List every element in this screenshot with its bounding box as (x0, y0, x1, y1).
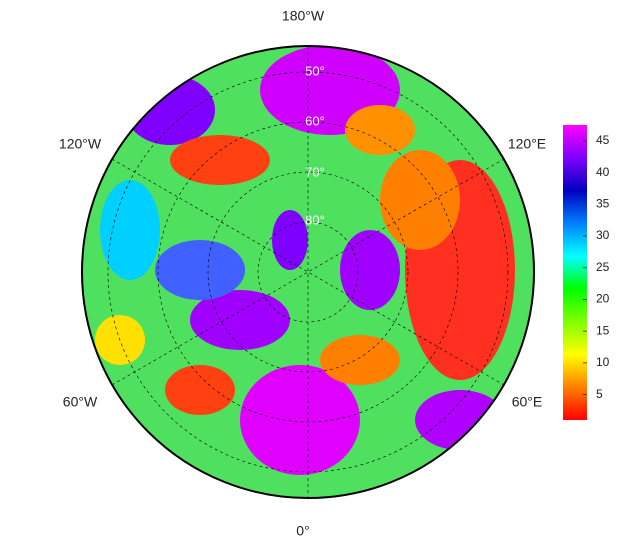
longitude-label: 60°E (512, 394, 543, 410)
colorbar (563, 125, 587, 420)
longitude-label: 0° (296, 523, 309, 539)
colorbar-tick-label: 40 (596, 165, 610, 179)
colorbar-tick-label: 5 (596, 387, 603, 401)
colorbar-tick-label: 30 (596, 228, 610, 242)
longitude-label: 120°W (59, 136, 102, 152)
latitude-label: 60° (305, 113, 325, 128)
colorbar-tick-label: 45 (596, 133, 610, 147)
latitude-label: 70° (305, 164, 325, 179)
colorbar-tick-label: 25 (596, 260, 610, 274)
colorbar-tick-label: 15 (596, 323, 610, 337)
map-border (81, 45, 535, 499)
latitude-label: 80° (305, 212, 325, 227)
data-field (82, 46, 534, 498)
latitude-label: 50° (305, 63, 325, 78)
longitude-label: 180°W (282, 8, 325, 24)
longitude-label: 120°E (508, 136, 546, 152)
graticule (107, 46, 509, 498)
colorbar-tick-label: 35 (596, 196, 610, 210)
colorbar-tick-label: 10 (596, 355, 610, 369)
longitude-label: 60°W (63, 394, 98, 410)
colorbar-tick-label: 20 (596, 292, 610, 306)
